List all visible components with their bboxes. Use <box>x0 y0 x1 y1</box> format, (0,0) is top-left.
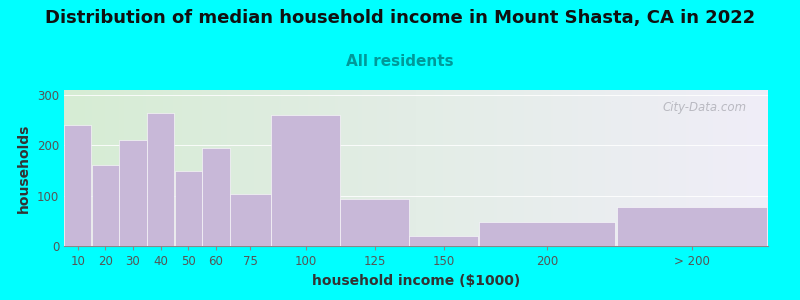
Bar <box>174 170 202 246</box>
Bar <box>202 148 230 246</box>
Text: All residents: All residents <box>346 54 454 69</box>
Bar <box>230 194 271 246</box>
Bar <box>479 222 615 246</box>
Bar <box>341 199 409 246</box>
Text: Distribution of median household income in Mount Shasta, CA in 2022: Distribution of median household income … <box>45 9 755 27</box>
Y-axis label: households: households <box>18 123 31 213</box>
Bar <box>271 115 340 246</box>
Bar <box>410 236 478 246</box>
Bar <box>147 112 174 246</box>
Bar <box>64 125 91 246</box>
Bar <box>92 166 119 246</box>
Text: City-Data.com: City-Data.com <box>662 101 747 114</box>
Bar <box>119 140 146 246</box>
X-axis label: household income ($1000): household income ($1000) <box>312 274 520 288</box>
Bar <box>617 207 767 246</box>
